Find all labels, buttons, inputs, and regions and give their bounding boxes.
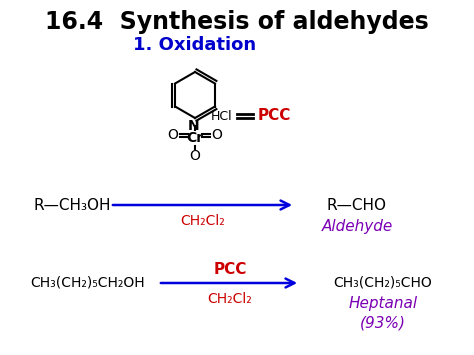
- Text: 16.4  Synthesis of aldehydes: 16.4 Synthesis of aldehydes: [45, 10, 429, 34]
- Text: O: O: [211, 128, 222, 142]
- Text: Cr: Cr: [186, 131, 203, 145]
- Text: PCC: PCC: [258, 109, 292, 124]
- Text: R—CH₃OH: R—CH₃OH: [33, 197, 111, 213]
- Text: HCl: HCl: [211, 109, 233, 122]
- Text: O: O: [190, 149, 201, 163]
- FancyArrowPatch shape: [113, 201, 290, 209]
- Text: CH₃(CH₂)₅CH₂OH: CH₃(CH₂)₅CH₂OH: [31, 276, 146, 290]
- Text: PCC: PCC: [213, 262, 246, 277]
- Text: CH₂Cl₂: CH₂Cl₂: [181, 214, 225, 228]
- Text: N: N: [188, 119, 200, 133]
- Text: CH₂Cl₂: CH₂Cl₂: [208, 292, 252, 306]
- Text: O: O: [168, 128, 178, 142]
- Text: 1. Oxidation: 1. Oxidation: [134, 36, 256, 54]
- Text: CH₃(CH₂)₅CHO: CH₃(CH₂)₅CHO: [334, 276, 432, 290]
- Text: Aldehyde: Aldehyde: [321, 219, 392, 235]
- Text: Heptanal
(93%): Heptanal (93%): [348, 296, 418, 331]
- Text: R—CHO: R—CHO: [327, 197, 387, 213]
- FancyArrowPatch shape: [161, 279, 294, 288]
